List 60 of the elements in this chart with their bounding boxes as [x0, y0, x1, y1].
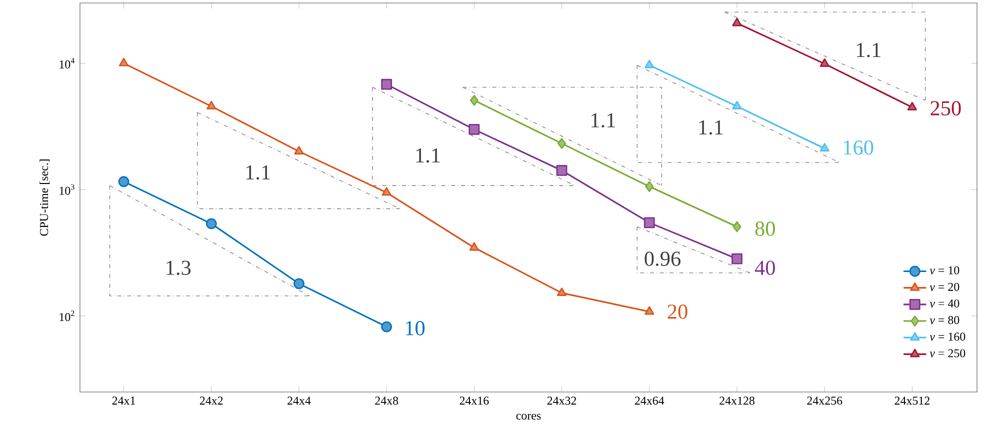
legend-label: ν = 40: [930, 299, 960, 308]
x-tick-label: 24x32: [547, 396, 576, 405]
point: [468, 124, 480, 135]
x-tick-label: 24x16: [460, 396, 489, 405]
point: [382, 187, 392, 196]
annotation: 160: [844, 140, 874, 155]
point: [644, 60, 654, 68]
annotation: 1.1: [416, 148, 440, 163]
annotation: 1.3: [166, 260, 191, 276]
y-tick-label: 10$^{3}$: [60, 184, 74, 195]
annotation: 250: [930, 101, 961, 116]
x-tick-label: 24x128: [720, 396, 754, 405]
point: [820, 58, 830, 67]
point: [732, 221, 742, 232]
x-tick-label: 24x256: [807, 396, 842, 405]
annotation: 0.96: [644, 252, 680, 266]
point: [381, 78, 392, 90]
point: [206, 100, 216, 110]
annotation: 40: [754, 260, 775, 276]
point: [732, 253, 742, 264]
legend-label: ν = 250: [930, 349, 966, 358]
annotation: 80: [755, 222, 775, 236]
point: [294, 278, 304, 290]
legend-label: ν = 160: [930, 332, 966, 341]
y-tick-label: 10$^{2}$: [60, 310, 74, 322]
point: [118, 176, 130, 188]
y-axis-title: CPU-time [sec.]: [40, 160, 50, 236]
point: [820, 143, 830, 152]
legend-label: ν = 80: [930, 316, 960, 324]
annotation: 20: [668, 304, 688, 319]
point: [558, 138, 566, 149]
y-tick-label: 10$^{4}$: [60, 58, 75, 68]
point: [644, 306, 654, 315]
legend-label: ν = 10: [930, 266, 960, 274]
annotation: 1.1: [856, 42, 880, 58]
point: [907, 102, 917, 110]
annotation: 1.1: [246, 165, 270, 180]
annotation: 1.1: [699, 120, 723, 135]
annotation: 1.1: [592, 113, 615, 128]
point: [469, 242, 479, 251]
x-tick-label: 24x4: [288, 396, 311, 405]
point: [206, 218, 217, 230]
point: [556, 287, 567, 296]
x-tick-label: 24x64: [634, 396, 664, 405]
x-tick-label: 24x2: [200, 396, 223, 405]
x-tick-label: 24x8: [375, 396, 398, 405]
point: [294, 146, 304, 155]
legend-label: ν = 20: [930, 282, 960, 291]
x-axis-title: cores: [516, 414, 541, 420]
point: [644, 217, 655, 228]
point: [645, 181, 654, 192]
x-tick-label: 24x1: [112, 396, 136, 405]
annotation: 10: [406, 320, 425, 336]
point: [732, 100, 742, 110]
point: [470, 94, 478, 106]
point: [556, 165, 568, 176]
x-tick-label: 24x512: [894, 396, 930, 405]
point: [118, 58, 129, 66]
point: [732, 18, 742, 26]
point: [381, 321, 392, 332]
